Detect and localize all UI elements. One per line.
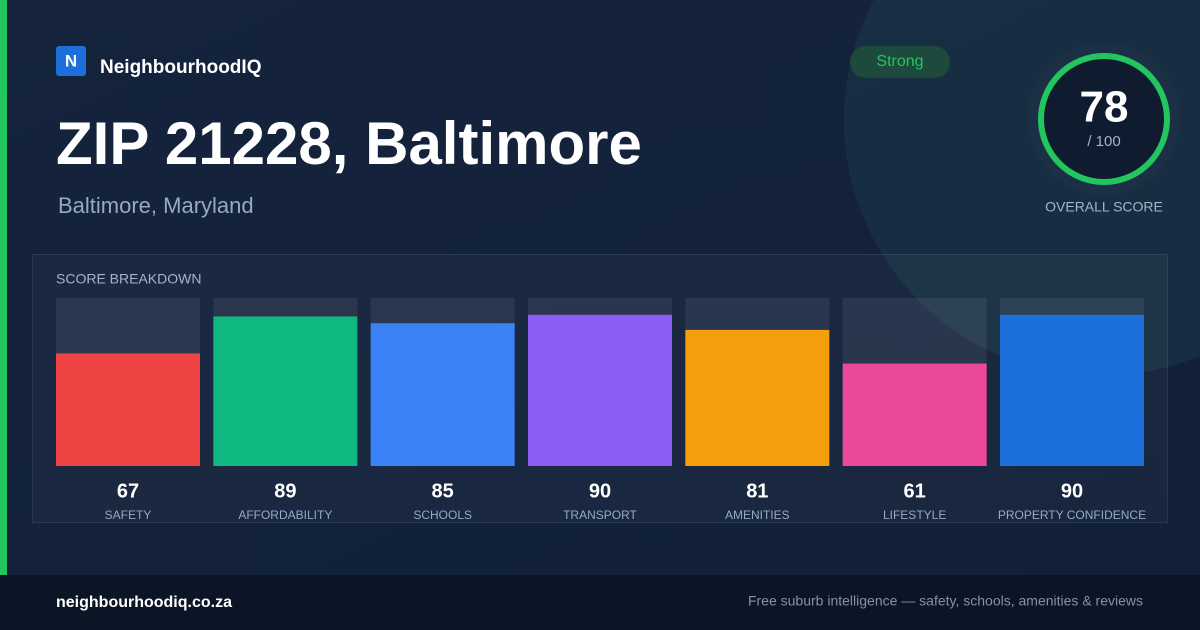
value-label: 90 (589, 480, 611, 502)
breakdown-panel (32, 254, 1168, 523)
overall-score: 78 (1080, 83, 1129, 132)
category-label: TRANSPORT (563, 508, 637, 522)
badge (850, 46, 950, 78)
bar (685, 329, 830, 466)
value-label: 61 (904, 480, 926, 502)
bar (213, 316, 358, 466)
bar (527, 314, 672, 466)
category-label: LIFESTYLE (883, 508, 946, 522)
value-label: 81 (746, 480, 768, 502)
footer-tagline: Free suburb intelligence — safety, schoo… (748, 593, 1143, 609)
chart-title: SCORE BREAKDOWN (56, 271, 201, 287)
category-label: PROPERTY CONFIDENCE (998, 508, 1146, 522)
value-label: 67 (117, 480, 139, 502)
logo-letter: N (65, 51, 77, 70)
bar (999, 314, 1144, 466)
value-label: 89 (274, 480, 296, 502)
footer (0, 575, 1200, 630)
bar (56, 353, 200, 466)
bar (842, 363, 987, 466)
value-label: 90 (1061, 480, 1083, 502)
subtitle: Baltimore, Maryland (58, 193, 254, 218)
bar (370, 323, 515, 466)
title: ZIP 21228, Baltimore (56, 110, 642, 177)
value-label: 85 (432, 480, 454, 502)
category-label: AFFORDABILITY (238, 508, 332, 522)
logo (56, 46, 86, 76)
badge-text: Strong (876, 53, 923, 70)
category-label: AMENITIES (725, 508, 790, 522)
score-ring (1038, 53, 1170, 185)
overall-out-of: / 100 (1087, 133, 1120, 150)
category-label: SAFETY (105, 508, 152, 522)
overall-label: OVERALL SCORE (1045, 199, 1163, 215)
accent-stripe (0, 0, 7, 575)
footer-site: neighbourhoodiq.co.za (56, 594, 232, 611)
category-label: SCHOOLS (413, 508, 472, 522)
brand-name: NeighbourhoodIQ (100, 57, 261, 78)
